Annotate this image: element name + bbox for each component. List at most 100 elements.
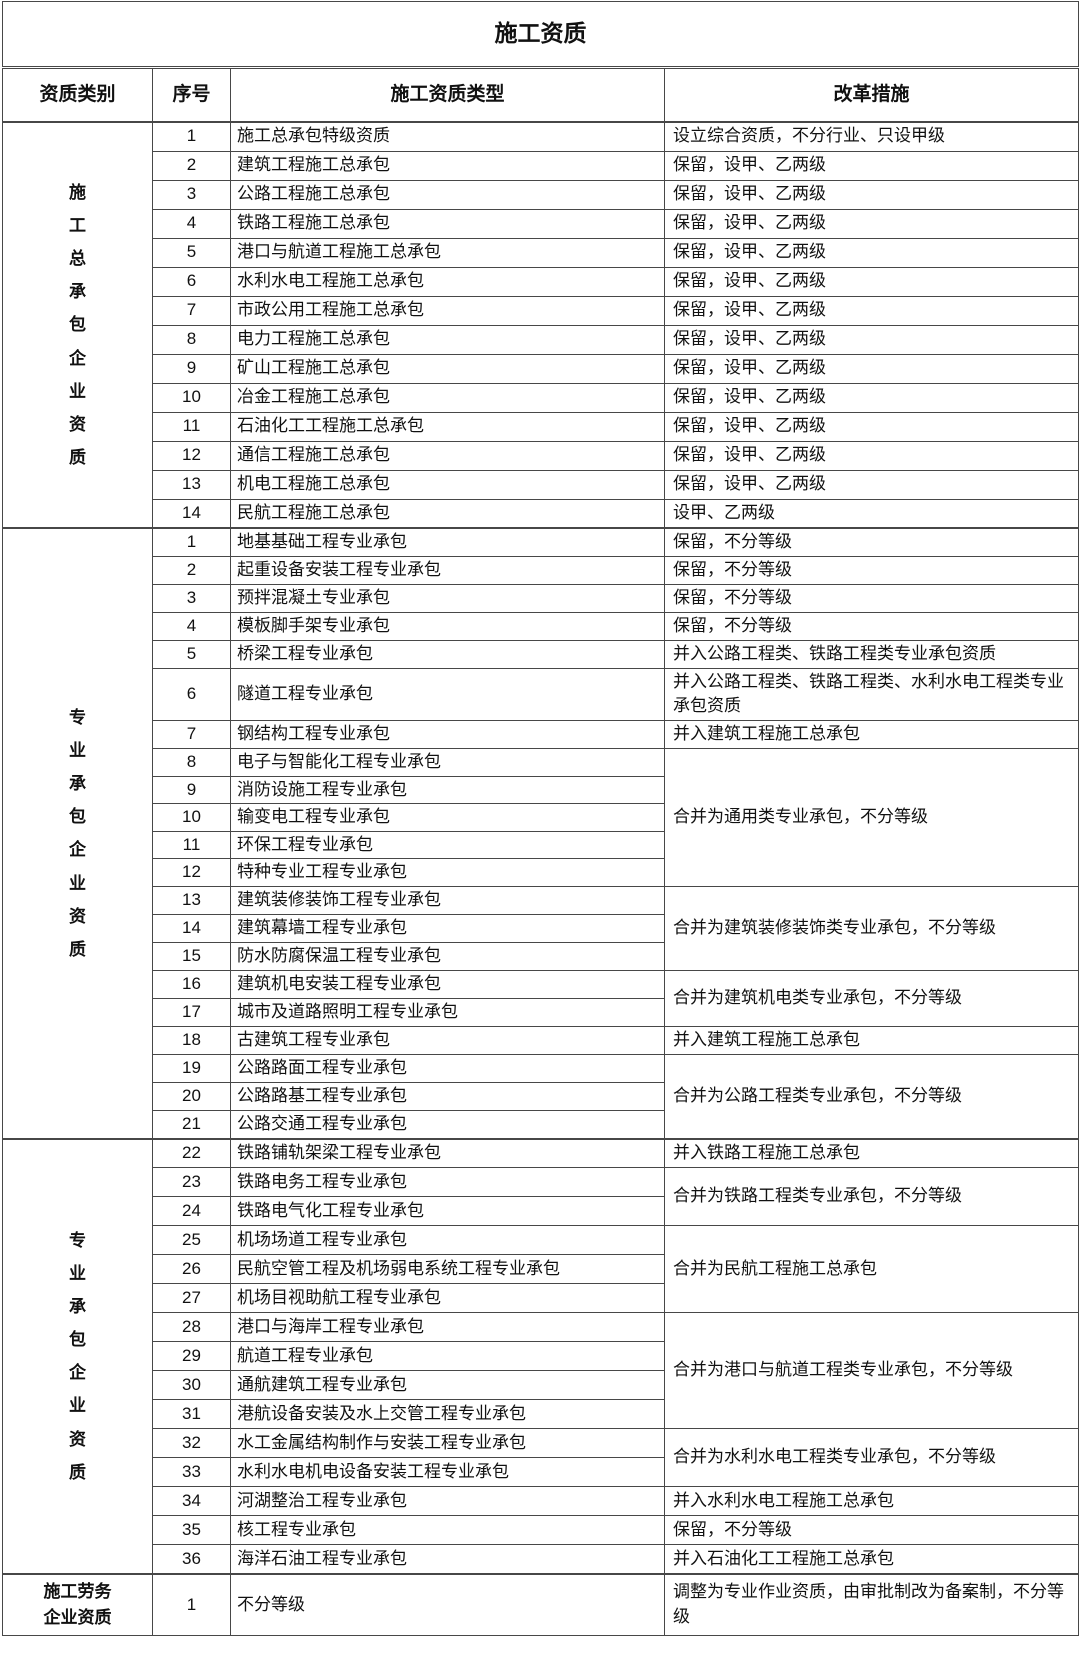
table-row: 3 预拌混凝土专业承包 保留，不分等级 [3,583,1079,613]
reform-measure-cell: 保留，设甲、乙两级 [664,295,1079,326]
reform-measure-cell: 合并为建筑装修装饰类专业承包，不分等级 [664,886,1079,972]
row-number-cell: 8 [152,324,231,355]
row-number-cell: 25 [152,1225,231,1256]
row-number-cell: 8 [152,747,231,777]
row-number-cell: 7 [152,719,231,749]
column-header-measure: 改革措施 [664,67,1079,123]
table-row: 2 起重设备安装工程专业承包 保留，不分等级 [3,555,1079,585]
row-number-cell: 24 [152,1196,231,1227]
row-number-cell: 1 [152,1573,231,1637]
column-header-type: 施工资质类型 [230,67,665,123]
table-row: 14 民航工程施工总承包 设甲、乙两级 [3,498,1079,529]
table-row: 16 建筑机电安装工程专业承包 合并为建筑机电类专业承包，不分等级 [3,970,1079,1028]
table-row: 6 隧道工程专业承包 并入公路工程类、铁路工程类、水利水电工程类专业承包资质 [3,667,1079,721]
reform-measure-cell: 保留，设甲、乙两级 [664,411,1079,442]
qualification-type-cell: 钢结构工程专业承包 [230,719,665,749]
row-number-cell: 34 [152,1486,231,1517]
qualification-type-cell: 水利水电机电设备安装工程专业承包 [230,1457,665,1488]
table-row: 11 环保工程专业承包 [3,830,1079,860]
row-number-cell: 29 [152,1341,231,1372]
qualification-type-cell: 冶金工程施工总承包 [230,382,665,413]
qualification-type-cell: 公路路面工程专业承包 [230,1054,665,1084]
reform-measure-cell: 调整为专业作业资质，由审批制改为备案制，不分等级 [664,1573,1079,1637]
reform-measure-cell: 设甲、乙两级 [664,498,1079,529]
qualification-type-cell: 河湖整治工程专业承包 [230,1486,665,1517]
row-number-cell: 11 [152,411,231,442]
qualification-type-cell: 核工程专业承包 [230,1515,665,1546]
table-row: 13 建筑装修装饰工程专业承包 合并为建筑装修装饰类专业承包，不分等级 [3,886,1079,972]
qualification-type-cell: 通信工程施工总承包 [230,440,665,471]
qualification-type-cell: 输变电工程专业承包 [230,803,665,832]
category-cell: 施工总承包企业资质 [2,121,153,529]
row-number-cell: 12 [152,858,231,888]
qualification-type-cell: 公路工程施工总承包 [230,179,665,210]
row-number-cell: 26 [152,1254,231,1285]
table-row: 18 古建筑工程专业承包 并入建筑工程施工总承包 [3,1026,1079,1056]
page-title: 施工资质 [2,1,1079,69]
table-row: 25 机场场道工程专业承包 合并为民航工程施工总承包 [3,1225,1079,1314]
table-row: 2 建筑工程施工总承包 保留，设甲、乙两级 [3,150,1079,181]
row-number-cell: 9 [152,775,231,805]
table-row: 11 石油化工工程施工总承包 保留，设甲、乙两级 [3,411,1079,442]
row-number-cell: 15 [152,942,231,972]
qualification-type-cell: 铁路电务工程专业承包 [230,1167,665,1198]
reform-measure-cell: 保留，设甲、乙两级 [664,237,1079,268]
reform-measure-cell: 合并为通用类专业承包，不分等级 [664,747,1079,888]
qualification-type-cell: 民航工程施工总承包 [230,498,665,529]
table-row: 34 河湖整治工程专业承包 并入水利水电工程施工总承包 [3,1486,1079,1517]
table-row: 23 铁路电务工程专业承包 合并为铁路工程类专业承包，不分等级 [3,1167,1079,1227]
row-number-cell: 1 [152,527,231,557]
qualification-type-cell: 特种专业工程专业承包 [230,858,665,888]
reform-measure-cell: 保留，不分等级 [664,555,1079,585]
table-row: 8 电力工程施工总承包 保留，设甲、乙两级 [3,324,1079,355]
qualification-type-cell: 不分等级 [230,1573,665,1637]
row-number-cell: 17 [152,998,231,1028]
table-row: 专业承包企业资质 22 铁路铺轨架梁工程专业承包 并入铁路工程施工总承包 [2,1138,1079,1575]
qualification-type-cell: 地基基础工程专业承包 [230,527,665,557]
reform-measure-cell: 合并为铁路工程类专业承包，不分等级 [664,1167,1079,1227]
column-header-number: 序号 [152,67,231,123]
qualification-type-cell: 机场目视助航工程专业承包 [230,1283,665,1314]
qualification-type-cell: 港航设备安装及水上交管工程专业承包 [230,1399,665,1430]
reform-measure-cell: 保留，不分等级 [664,1515,1079,1546]
table-row: 19 公路路面工程专业承包 合并为公路工程类专业承包，不分等级 [3,1054,1079,1140]
row-number-cell: 7 [152,295,231,326]
category-label: 施工劳务企业资质 [43,1581,112,1628]
qualification-type-cell: 机场场道工程专业承包 [230,1225,665,1256]
row-number-cell: 4 [152,611,231,641]
row-number-cell: 13 [152,886,231,916]
table-row: 36 海洋石油工程专业承包 并入石油化工工程施工总承包 [3,1544,1079,1575]
section-2: 专业承包企业资质 1 地基基础工程专业承包 保留，不分等级 2 起重设备安装工程专业承包保… [2,527,1079,1140]
table-row: 9 矿山工程施工总承包 保留，设甲、乙两级 [3,353,1079,384]
reform-measure-cell: 并入建筑工程施工总承包 [664,719,1079,749]
row-number-cell: 5 [152,639,231,669]
table-row: 8 电子与智能化工程专业承包 合并为通用类专业承包，不分等级 [3,747,1079,888]
table-row: 35 核工程专业承包 保留，不分等级 [3,1515,1079,1546]
row-number-cell: 2 [152,555,231,585]
row-number-cell: 30 [152,1370,231,1401]
table-row: 施工总承包企业资质 1 施工总承包特级资质 设立综合资质，不分行业、只设甲级 [2,121,1079,529]
reform-measure-cell: 并入水利水电工程施工总承包 [664,1486,1079,1517]
row-number-cell: 28 [152,1312,231,1343]
table-row: 10 冶金工程施工总承包 保留，设甲、乙两级 [3,382,1079,413]
reform-measure-cell: 并入铁路工程施工总承包 [664,1138,1079,1169]
qualification-type-cell: 铁路工程施工总承包 [230,208,665,239]
reform-measure-cell: 保留，不分等级 [664,583,1079,613]
table-row: 9 消防设施工程专业承包 [3,775,1079,805]
table-row: 10 输变电工程专业承包 [3,803,1079,832]
table-row: 15 防水防腐保温工程专业承包 [3,942,1079,972]
row-number-cell: 21 [152,1110,231,1140]
row-number-cell: 23 [152,1167,231,1198]
reform-measure-cell: 保留，设甲、乙两级 [664,353,1079,384]
qualification-type-cell: 海洋石油工程专业承包 [230,1544,665,1575]
reform-measure-cell: 合并为水利水电工程类专业承包，不分等级 [664,1428,1079,1488]
reform-measure-cell: 并入公路工程类、铁路工程类专业承包资质 [664,639,1079,669]
row-number-cell: 35 [152,1515,231,1546]
row-number-cell: 3 [152,179,231,210]
table-row: 3 公路工程施工总承包 保留，设甲、乙两级 [3,179,1079,210]
table-row: 6 水利水电工程施工总承包 保留，设甲、乙两级 [3,266,1079,297]
table-head: 施工资质 资质类别 序号 施工资质类型 改革措施 [2,1,1079,123]
reform-measure-cell: 保留，设甲、乙两级 [664,382,1079,413]
section-3: 专业承包企业资质 22 铁路铺轨架梁工程专业承包 并入铁路工程施工总承包 23 铁路电务工… [2,1138,1079,1575]
qualification-type-cell: 矿山工程施工总承包 [230,353,665,384]
